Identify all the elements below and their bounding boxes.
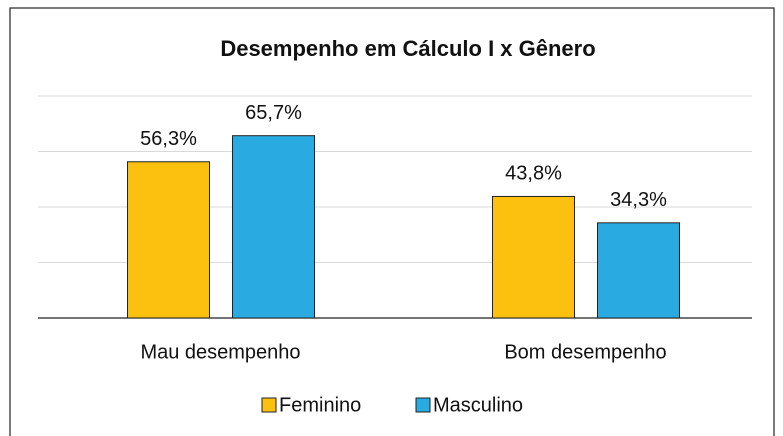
x-tick-label: Bom desempenho <box>504 341 666 363</box>
x-tick-label: Mau desempenho <box>140 341 300 363</box>
data-label: 56,3% <box>140 128 197 150</box>
bar <box>127 161 210 319</box>
legend-swatch <box>415 397 431 413</box>
legend-swatch <box>261 397 277 413</box>
bar <box>492 195 575 319</box>
legend-label: Feminino <box>279 394 361 416</box>
bar <box>597 222 680 319</box>
chart-frame <box>9 7 775 436</box>
chart-title: Desempenho em Cálculo I x Gênero <box>220 36 595 61</box>
data-label: 34,3% <box>610 189 667 211</box>
bar <box>232 135 315 319</box>
data-label: 65,7% <box>245 102 302 124</box>
data-label: 43,8% <box>505 163 562 185</box>
legend-label: Masculino <box>433 394 523 416</box>
